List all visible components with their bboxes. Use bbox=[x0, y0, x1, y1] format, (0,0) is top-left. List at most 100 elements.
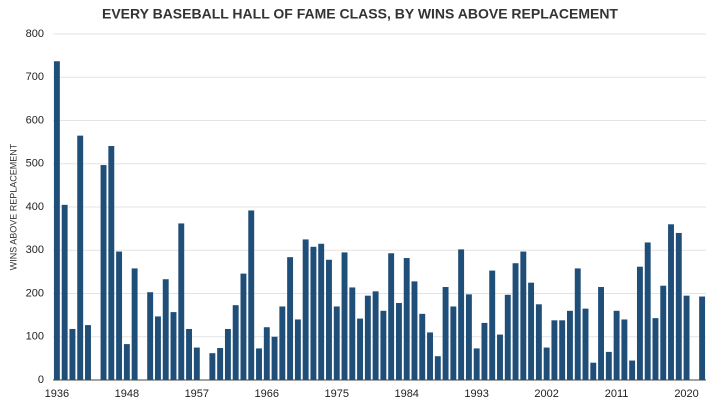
bar bbox=[605, 351, 612, 380]
y-tick-label: 100 bbox=[26, 331, 44, 343]
bar bbox=[123, 344, 130, 380]
bar bbox=[256, 348, 262, 380]
bar bbox=[154, 316, 161, 380]
bar bbox=[333, 306, 340, 380]
bar bbox=[217, 347, 224, 380]
bar bbox=[248, 210, 255, 380]
bar bbox=[186, 328, 192, 380]
bar bbox=[364, 295, 371, 380]
bar bbox=[543, 347, 550, 380]
bar bbox=[559, 320, 566, 380]
bar bbox=[403, 258, 410, 380]
bar bbox=[652, 318, 659, 380]
bar bbox=[419, 313, 426, 380]
bar bbox=[193, 347, 200, 380]
bar bbox=[434, 356, 441, 380]
bar bbox=[590, 362, 597, 380]
x-tick-label: 1957 bbox=[185, 388, 209, 400]
bar bbox=[372, 291, 379, 380]
bar bbox=[636, 266, 643, 380]
bar bbox=[341, 252, 348, 380]
x-tick-label: 2002 bbox=[534, 388, 558, 400]
y-tick-label: 800 bbox=[26, 28, 44, 40]
bar bbox=[528, 282, 535, 380]
bar bbox=[442, 287, 449, 380]
bar bbox=[489, 270, 496, 380]
bar bbox=[473, 348, 480, 380]
bar bbox=[411, 281, 418, 380]
bar bbox=[147, 292, 154, 380]
bar bbox=[574, 268, 581, 380]
bar bbox=[69, 328, 76, 380]
bar bbox=[279, 306, 286, 380]
bar bbox=[582, 308, 589, 380]
bar bbox=[388, 253, 395, 380]
bar bbox=[61, 204, 68, 380]
bar bbox=[683, 295, 690, 380]
bar bbox=[660, 285, 667, 380]
bar bbox=[567, 310, 573, 380]
bar bbox=[497, 334, 503, 380]
chart-title: EVERY BASEBALL HALL OF FAME CLASS, BY WI… bbox=[102, 6, 618, 22]
bar bbox=[450, 306, 457, 380]
bar bbox=[535, 304, 542, 380]
bar bbox=[465, 294, 472, 380]
bar bbox=[224, 328, 231, 380]
bar bbox=[294, 319, 301, 380]
bar bbox=[170, 312, 177, 380]
bar bbox=[644, 242, 651, 380]
bar bbox=[232, 305, 239, 380]
bar bbox=[116, 251, 123, 380]
bar bbox=[520, 251, 527, 380]
bar bbox=[326, 259, 332, 380]
bar bbox=[504, 294, 511, 380]
y-tick-label: 700 bbox=[26, 71, 44, 83]
x-tick-label: 1984 bbox=[394, 388, 418, 400]
bar bbox=[458, 249, 465, 380]
bar bbox=[621, 319, 628, 380]
bar bbox=[209, 353, 216, 380]
bar bbox=[481, 322, 488, 380]
x-tick-label: 1936 bbox=[45, 388, 69, 400]
y-tick-label: 300 bbox=[26, 244, 44, 256]
y-axis-label: WINS ABOVE REPLACEMENT bbox=[8, 143, 18, 270]
x-tick-label: 1966 bbox=[255, 388, 279, 400]
bar bbox=[85, 325, 91, 380]
bar bbox=[629, 360, 636, 380]
bar bbox=[178, 223, 185, 380]
bar bbox=[263, 327, 270, 380]
y-tick-label: 500 bbox=[26, 158, 44, 170]
x-tick-label: 2020 bbox=[674, 388, 698, 400]
y-tick-label: 200 bbox=[26, 287, 44, 299]
y-tick-label: 400 bbox=[26, 201, 44, 213]
bar bbox=[108, 146, 115, 380]
y-tick-label: 0 bbox=[38, 374, 44, 386]
bar bbox=[131, 268, 138, 380]
y-tick-label: 600 bbox=[26, 114, 44, 126]
bar bbox=[512, 263, 519, 380]
bar bbox=[53, 61, 60, 381]
x-tick-label: 1948 bbox=[115, 388, 139, 400]
bar bbox=[675, 232, 682, 380]
bar bbox=[699, 296, 706, 380]
bar bbox=[100, 165, 107, 380]
bar bbox=[357, 318, 364, 380]
bar bbox=[613, 310, 620, 380]
bar bbox=[349, 287, 356, 380]
bar bbox=[287, 257, 294, 380]
bar bbox=[551, 320, 558, 380]
bar bbox=[77, 135, 84, 380]
bar bbox=[310, 246, 317, 380]
x-tick-label: 1993 bbox=[464, 388, 488, 400]
bar bbox=[240, 273, 247, 380]
bar bbox=[162, 279, 169, 380]
bar bbox=[598, 287, 605, 380]
bar bbox=[271, 336, 278, 380]
bar bbox=[668, 224, 674, 380]
bar bbox=[318, 243, 325, 380]
bar bbox=[302, 239, 309, 380]
x-tick-label: 1975 bbox=[325, 388, 349, 400]
x-tick-label: 2011 bbox=[605, 388, 629, 400]
bar bbox=[427, 332, 433, 380]
